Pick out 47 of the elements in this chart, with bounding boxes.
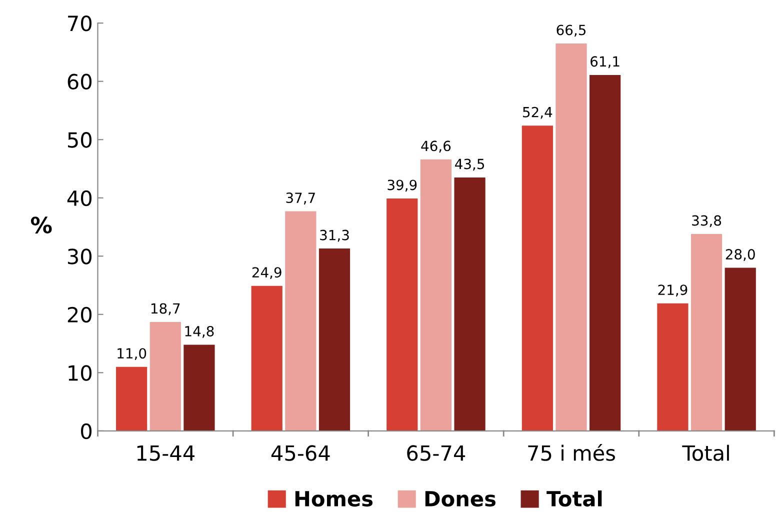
y-tick-label: 20 (68, 306, 92, 323)
bar (724, 268, 756, 431)
data-label: 11,0 (118, 348, 146, 360)
y-tick-label: 70 (68, 16, 92, 32)
y-tick-label: 0 (81, 423, 92, 440)
bar (454, 177, 486, 431)
data-label: 61,1 (590, 56, 620, 68)
data-label: 21,9 (658, 284, 688, 296)
data-label: 37,7 (286, 192, 315, 204)
bar (522, 126, 553, 431)
data-label: 14,8 (185, 326, 214, 338)
x-tick-label: 65-74 (407, 445, 466, 461)
bar (690, 234, 722, 431)
data-label: 31,3 (320, 230, 349, 242)
legend-label: Dones (425, 491, 496, 507)
y-tick-label: 10 (68, 365, 92, 381)
bar (150, 322, 181, 431)
y-tick-label: 40 (67, 190, 92, 206)
data-label: 46,6 (421, 140, 451, 153)
legend-label: Total (546, 490, 602, 507)
data-label: 39,9 (388, 180, 417, 192)
data-label: 52,4 (523, 106, 552, 119)
data-label: 24,9 (252, 267, 282, 280)
bar (386, 198, 418, 431)
x-tick-label: Total (682, 444, 729, 461)
bar (184, 344, 215, 431)
x-tick-label: 45-64 (271, 445, 330, 461)
bar (318, 248, 350, 431)
bar (420, 159, 452, 431)
y-tick-label: 60 (68, 74, 92, 90)
x-tick-label: 15-44 (137, 445, 194, 461)
data-label: 33,8 (692, 215, 722, 228)
bar (251, 286, 282, 431)
y-axis-title: % (30, 216, 52, 234)
bar (116, 366, 148, 431)
bar (657, 303, 688, 431)
y-tick-label: 50 (68, 132, 92, 148)
data-label: 66,5 (556, 24, 586, 37)
x-tick-label: 75 i més (528, 444, 615, 461)
bar (590, 74, 621, 431)
bar (285, 211, 316, 431)
data-label: 18,7 (151, 303, 180, 316)
data-label: 28,0 (726, 249, 755, 261)
bar (556, 43, 587, 431)
data-label: 43,5 (455, 158, 484, 171)
y-tick-label: 30 (68, 248, 92, 264)
legend-label: Homes (295, 491, 373, 507)
